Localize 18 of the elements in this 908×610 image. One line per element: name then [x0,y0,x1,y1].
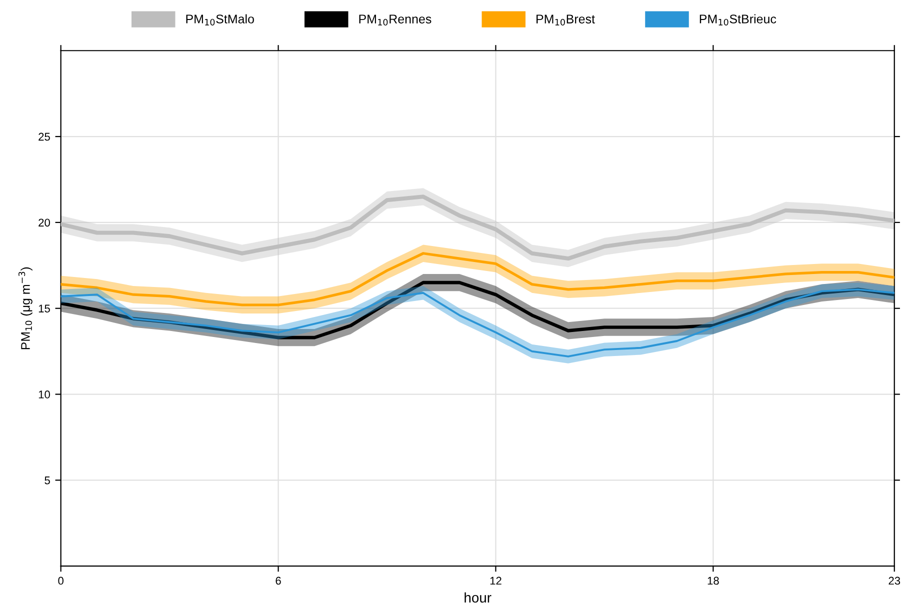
legend-label: PM$_{10}$Rennes [359,14,432,26]
x-axis-title: hour [464,592,492,603]
y-tick-label: 5 [44,476,50,484]
x-tick-label: 23 [888,576,900,585]
y-tick-label: 25 [38,132,50,141]
x-tick-label: 0 [58,576,64,585]
line-series [60,194,894,261]
line-series [60,252,894,306]
x-tick-label: 18 [708,576,719,585]
y-axis-title: PM$_{10}$ (μg m$^{−3}$) [18,267,32,350]
x-tick-label: 6 [276,576,281,585]
legend-label: PM$_{10}$StMalo [186,14,254,26]
y-tick-label: 20 [38,218,50,227]
y-tick-label: 15 [38,304,50,312]
x-tick-label: 12 [490,576,502,585]
legend-label: PM$_{10}$Brest [536,14,595,26]
y-tick-label: 10 [38,390,50,398]
legend-label: PM$_{10}$StBrieuc [700,14,776,26]
